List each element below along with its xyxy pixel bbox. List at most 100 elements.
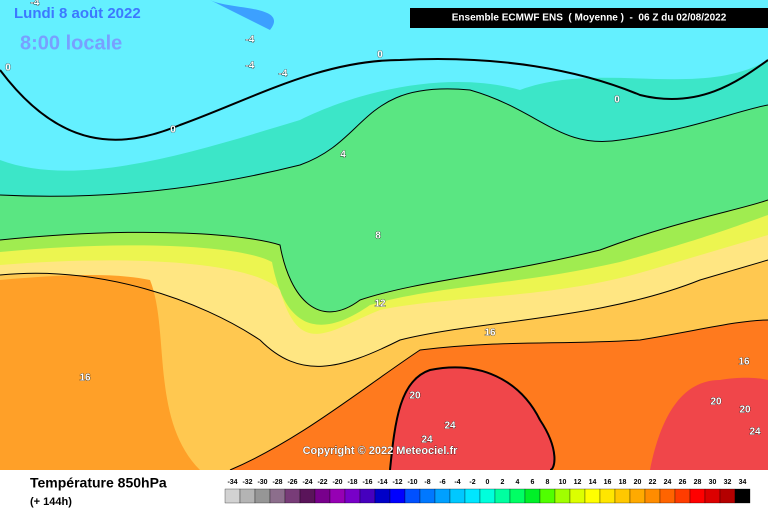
legend-label: -32: [242, 479, 252, 486]
contour-label: 20: [739, 405, 751, 416]
legend-swatch: [269, 488, 286, 504]
legend-swatch: [524, 488, 541, 504]
contour-label: 20: [710, 397, 722, 408]
legend-swatch: [329, 488, 346, 504]
legend-swatch: [299, 488, 316, 504]
legend-swatch: [569, 488, 586, 504]
legend-swatch: [314, 488, 331, 504]
forecast-date: Lundi 8 août 2022: [14, 5, 141, 22]
legend-swatch: [674, 488, 691, 504]
contour-label: 0: [377, 50, 383, 61]
contour-label: 24: [444, 421, 456, 432]
header-box: [410, 8, 768, 28]
legend-swatch: [629, 488, 646, 504]
legend-swatch: [359, 488, 376, 504]
contour-label: 0: [170, 125, 176, 136]
legend-swatch: [554, 488, 571, 504]
model-run: Ensemble ECMWF ENS ( Moyenne ) - 06 Z du…: [452, 13, 727, 24]
field-title: Température 850hPa: [30, 475, 167, 491]
legend-swatch: [374, 488, 391, 504]
temperature-band: [0, 275, 200, 470]
legend-label: -18: [347, 479, 357, 486]
legend-label: 8: [546, 479, 550, 486]
contour-label: -4: [246, 61, 255, 72]
legend-swatch: [494, 488, 511, 504]
legend-label: -14: [377, 479, 387, 486]
legend-swatch: [479, 488, 496, 504]
legend-swatch: [344, 488, 361, 504]
temperature-band: [650, 377, 768, 470]
legend-label: 0: [486, 479, 490, 486]
contour-label: 0: [614, 95, 620, 106]
temperature-band: [210, 0, 275, 30]
legend-swatch: [644, 488, 661, 504]
legend-swatch: [389, 488, 406, 504]
legend-label: 32: [724, 479, 732, 486]
legend-swatch: [224, 488, 241, 504]
legend-label: -6: [439, 479, 445, 486]
temperature-band: [390, 367, 555, 470]
legend-label: 26: [679, 479, 687, 486]
legend-label: -22: [317, 479, 327, 486]
legend-label: -34: [227, 479, 237, 486]
contour-label: 16: [484, 328, 496, 339]
legend-label: 10: [559, 479, 567, 486]
contour-label: 16: [738, 357, 750, 368]
contour-label: 0: [5, 63, 11, 74]
legend-swatch: [584, 488, 601, 504]
legend-label: 6: [531, 479, 535, 486]
legend-swatch: [704, 488, 721, 504]
contour-label: 8: [375, 231, 381, 242]
legend-label: -2: [469, 479, 475, 486]
contour-label: 4: [340, 150, 346, 161]
legend-label: 14: [589, 479, 597, 486]
contour-label: -4: [31, 0, 40, 9]
legend-swatch: [659, 488, 676, 504]
legend-swatch: [284, 488, 301, 504]
legend-swatch: [464, 488, 481, 504]
legend-label: -16: [362, 479, 372, 486]
legend-swatch: [254, 488, 271, 504]
contour-label: -4: [246, 35, 255, 46]
contour-label: -4: [279, 69, 288, 80]
legend-swatch: [419, 488, 436, 504]
legend-swatch: [614, 488, 631, 504]
legend-label: 28: [694, 479, 702, 486]
legend-label: -28: [272, 479, 282, 486]
legend-swatch: [539, 488, 556, 504]
legend-swatch: [434, 488, 451, 504]
legend-label: -10: [407, 479, 417, 486]
legend-swatch: [689, 488, 706, 504]
legend-label: 12: [574, 479, 582, 486]
lead-time: (+ 144h): [30, 496, 72, 508]
contours: [0, 58, 768, 471]
legend-label: 20: [634, 479, 642, 486]
contour-label: 20: [409, 391, 421, 402]
legend-swatch: [599, 488, 616, 504]
legend-swatch: [404, 488, 421, 504]
legend-label: 4: [516, 479, 520, 486]
legend-swatch: [734, 488, 751, 504]
legend-label: 22: [649, 479, 657, 486]
contour-label: 24: [749, 427, 761, 438]
legend-label: -20: [332, 479, 342, 486]
legend-swatch: [239, 488, 256, 504]
legend-label: -30: [257, 479, 267, 486]
legend-label: -8: [424, 479, 430, 486]
legend-label: -26: [287, 479, 297, 486]
forecast-time: 8:00 locale: [20, 32, 122, 54]
legend-label: -12: [392, 479, 402, 486]
legend-label: 34: [739, 479, 747, 486]
legend-label: 2: [501, 479, 505, 486]
legend-label: 30: [709, 479, 717, 486]
legend-swatch: [449, 488, 466, 504]
legend-label: 18: [619, 479, 627, 486]
contour-label: 12: [374, 299, 386, 310]
copyright: Copyright © 2022 Meteociel.fr: [303, 445, 459, 457]
legend-swatch: [509, 488, 526, 504]
legend-label: 24: [664, 479, 672, 486]
contour-label: 24: [421, 435, 433, 446]
contour-label: 16: [79, 373, 91, 384]
legend-label: -24: [302, 479, 312, 486]
